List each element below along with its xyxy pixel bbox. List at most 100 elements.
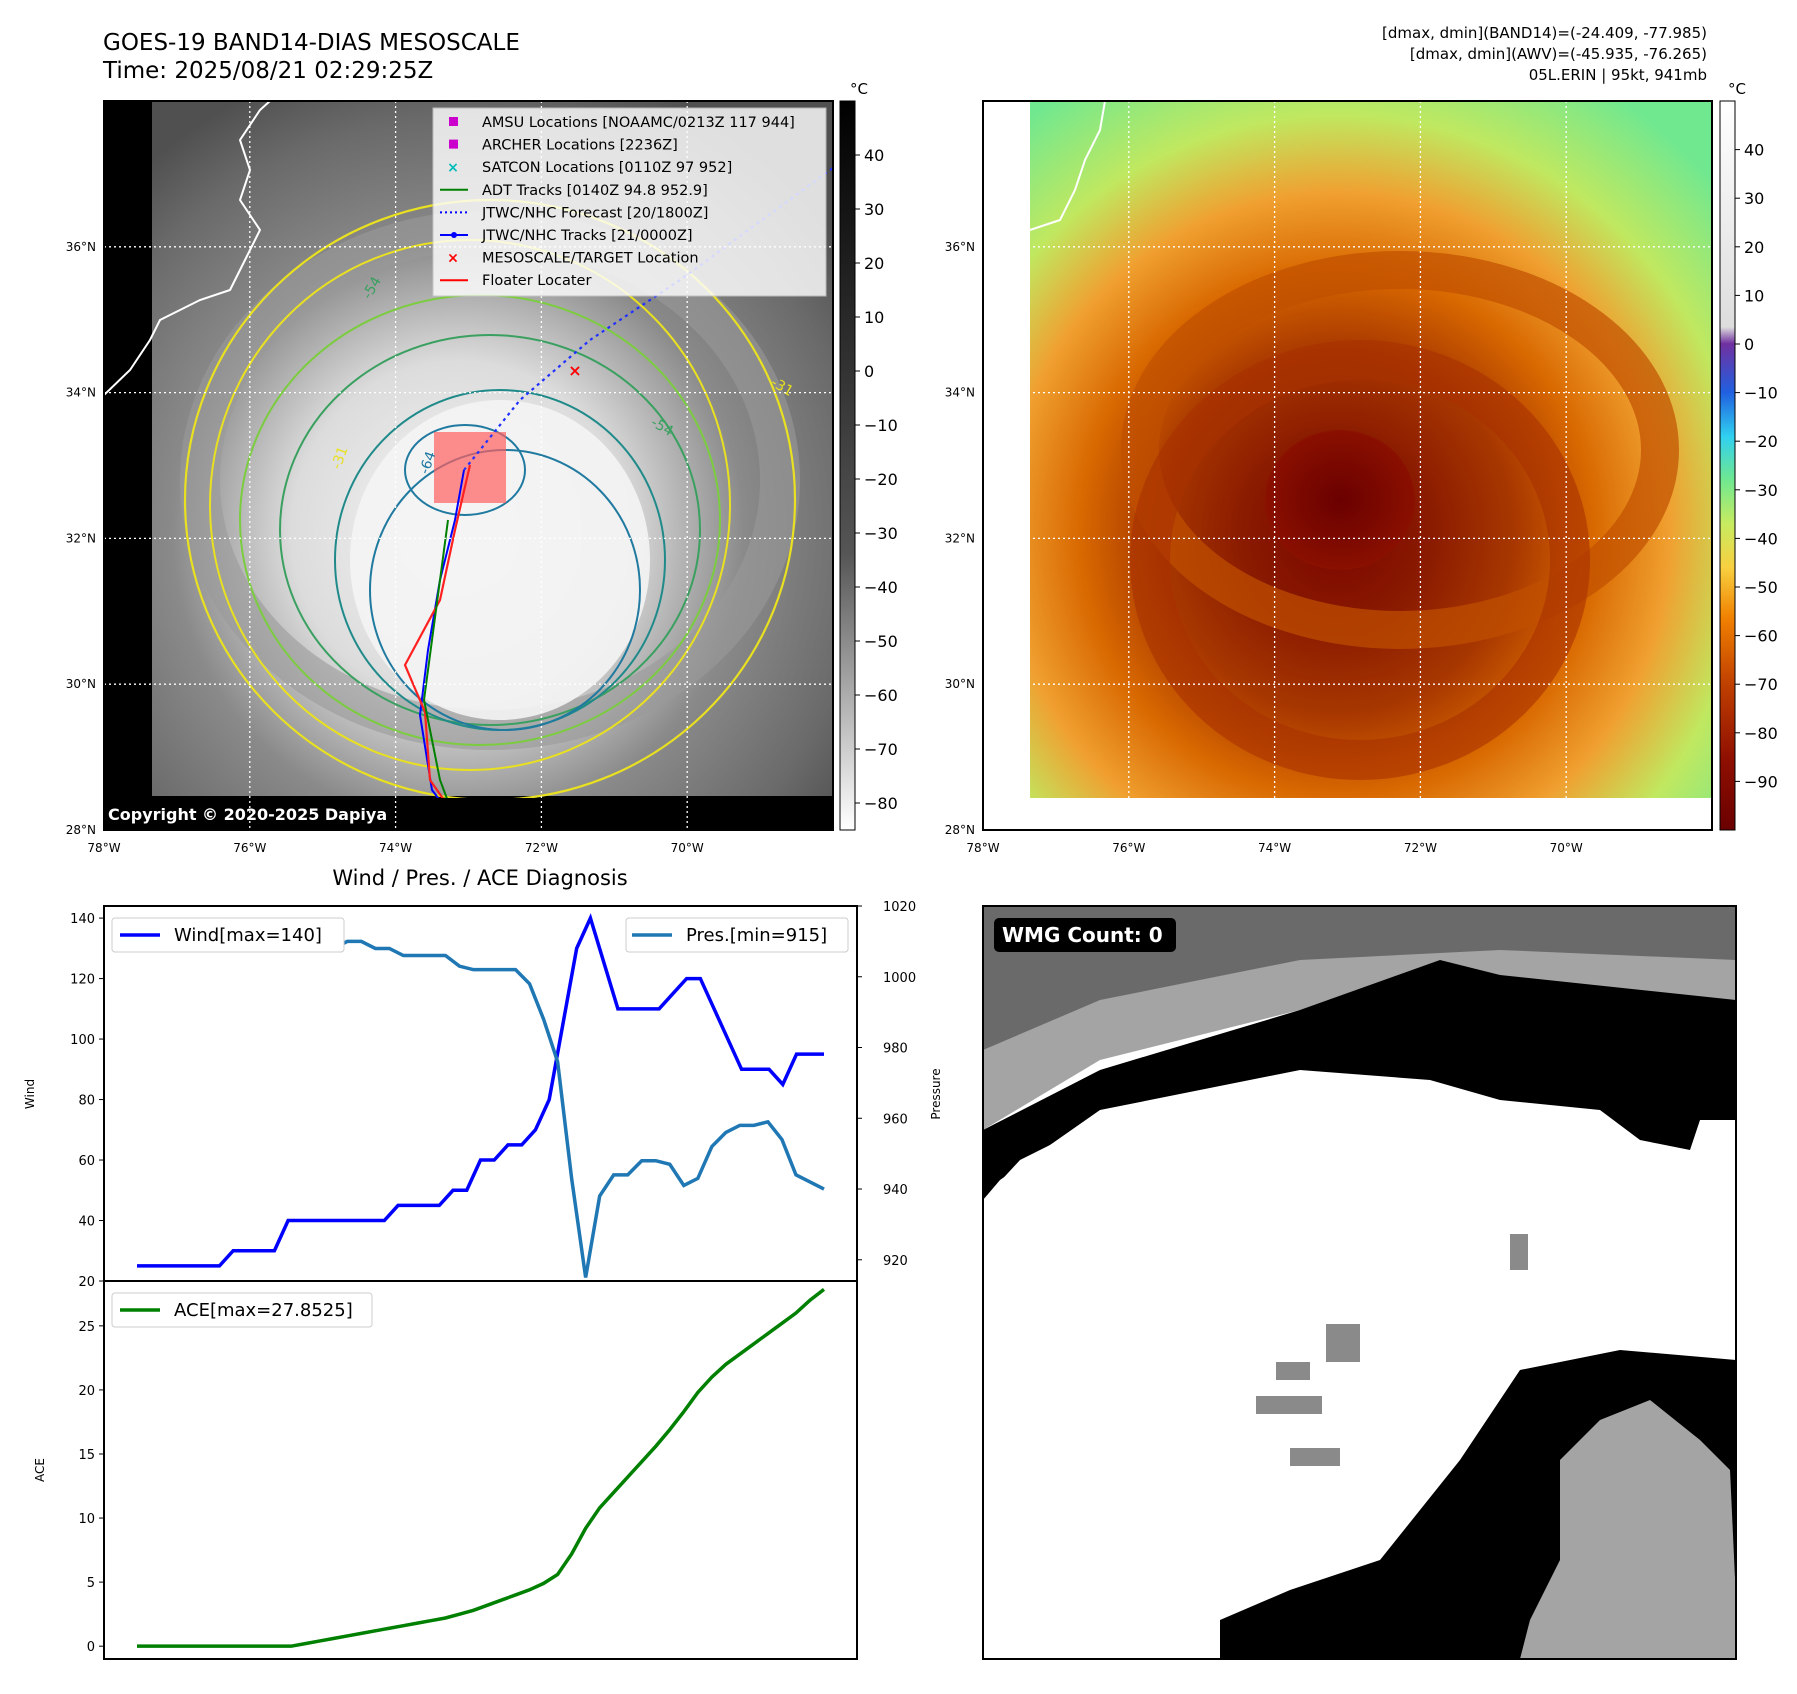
wmg-gray-patch-5 bbox=[1510, 1234, 1528, 1270]
lon-label-left-4: 70°W bbox=[671, 841, 704, 855]
legend-label-1: ARCHER Locations [2236Z] bbox=[482, 138, 678, 154]
wmg-black-band bbox=[983, 960, 1736, 1200]
wmg-gray-patch-4 bbox=[1290, 1448, 1340, 1466]
chart-bottom-frame bbox=[103, 1280, 858, 1660]
lat-label-right-2: 32°N bbox=[945, 531, 975, 545]
lat-label-left-3: 30°N bbox=[66, 677, 96, 691]
title-line-2: Time: 2025/08/21 02:29:25Z bbox=[102, 58, 433, 84]
lon-label-right-1: 76°W bbox=[1112, 841, 1145, 855]
ace-tick-label-2: 10 bbox=[78, 1512, 95, 1527]
chart-title: Wind / Pres. / ACE Diagnosis bbox=[332, 866, 627, 890]
legend-item-5: JTWC/NHC Tracks [21/0000Z] bbox=[440, 228, 693, 244]
pressure-tick-label-3: 980 bbox=[883, 1042, 908, 1057]
colorbar-label-color-2: 20 bbox=[1744, 238, 1764, 257]
info-line-1: [dmax, dmin](BAND14)=(-24.409, -77.985) bbox=[1382, 24, 1707, 42]
colorbar-label-gray-9: −50 bbox=[864, 632, 898, 651]
colorbar-label-gray-0: 40 bbox=[864, 146, 884, 165]
contour-label-3: -64 bbox=[417, 449, 440, 476]
colorbar-label-color-6: −20 bbox=[1744, 432, 1778, 451]
adt-track bbox=[422, 519, 456, 821]
colorbar-label-color-8: −40 bbox=[1744, 529, 1778, 548]
colorbar-label-gray-12: −80 bbox=[864, 794, 898, 813]
ace-legend-label: ACE[max=27.8525] bbox=[174, 1300, 353, 1321]
spiral-band-outer bbox=[1121, 251, 1679, 649]
colorbar-label-gray-5: −10 bbox=[864, 416, 898, 435]
legend-marker-x: × bbox=[447, 160, 459, 176]
wind-line bbox=[137, 913, 824, 1268]
legend-item-2: × SATCON Locations [0110Z 97 952] bbox=[447, 160, 732, 176]
lon-label-right-4: 70°W bbox=[1550, 841, 1583, 855]
legend-label-6: MESOSCALE/TARGET Location bbox=[482, 251, 699, 267]
legend-marker-square bbox=[449, 139, 458, 149]
info-line-3: 05L.ERIN | 95kt, 941mb bbox=[1529, 66, 1707, 84]
legend-label-3: ADT Tracks [0140Z 94.8 952.9] bbox=[482, 183, 708, 199]
title-line-1: GOES-19 BAND14-DIAS MESOSCALE bbox=[103, 30, 520, 56]
pressure-tick-label-0: 920 bbox=[883, 1254, 908, 1269]
colorbar-label-color-11: −70 bbox=[1744, 675, 1778, 694]
colorbar-label-color-12: −80 bbox=[1744, 724, 1778, 743]
lat-label-right-4: 28°N bbox=[945, 823, 975, 837]
lat-labels-left: 36°N 34°N 32°N 30°N 28°N bbox=[66, 240, 96, 837]
legend-marker-dot bbox=[451, 232, 457, 238]
wind-tick-label-4: 100 bbox=[70, 1033, 95, 1048]
ace-tick-label-3: 15 bbox=[78, 1448, 95, 1463]
floater-track bbox=[403, 464, 472, 830]
lon-label-left-0: 78°W bbox=[87, 841, 120, 855]
contour-label-2: -31 bbox=[329, 444, 352, 471]
legend-item-6: × MESOSCALE/TARGET Location bbox=[447, 251, 698, 267]
ace-tick-label-1: 5 bbox=[87, 1576, 95, 1591]
coastline bbox=[104, 101, 271, 396]
cloud-core bbox=[350, 400, 650, 720]
legend-label-7: Floater Locater bbox=[482, 273, 591, 289]
colorbar-gray: °C 40 30 20 10 0 −10 −20 −30 −40 −50 −60 −70 −80 bbox=[839, 80, 898, 831]
pressure-axis-label: Pressure bbox=[929, 1068, 943, 1119]
map-legend: AMSU Locations [NOAAMC/0213Z 117 944] ARC… bbox=[432, 107, 827, 297]
wind-legend-box bbox=[111, 917, 345, 953]
pressure-legend-label: Pres.[min=915] bbox=[686, 925, 827, 946]
ace-tick-label-4: 20 bbox=[78, 1384, 95, 1399]
lat-label-right-0: 36°N bbox=[945, 240, 975, 254]
colorbar-label-color-4: 0 bbox=[1744, 335, 1754, 354]
wind-tick-label-1: 40 bbox=[78, 1215, 95, 1230]
wmg-label: WMG Count: 0 bbox=[1002, 923, 1163, 947]
wind-tick-label-0: 20 bbox=[78, 1275, 95, 1290]
colorbar-label-color-13: −90 bbox=[1744, 772, 1778, 791]
lat-label-right-1: 34°N bbox=[945, 386, 975, 400]
colorbar-label-gray-10: −60 bbox=[864, 686, 898, 705]
lon-labels-right: 78°W 76°W 74°W 72°W 70°W bbox=[966, 841, 1582, 855]
wind-legend-label: Wind[max=140] bbox=[174, 925, 322, 946]
wind-tick-label-2: 60 bbox=[78, 1154, 95, 1169]
lon-label-right-3: 72°W bbox=[1404, 841, 1437, 855]
ace-tick-label-5: 25 bbox=[78, 1320, 95, 1335]
wind-tick-label-3: 80 bbox=[78, 1094, 95, 1109]
colorbar-label-color-3: 10 bbox=[1744, 286, 1764, 305]
contour-green-2 bbox=[279, 334, 701, 726]
lon-label-left-1: 76°W bbox=[233, 841, 266, 855]
colorbar-label-color-10: −60 bbox=[1744, 627, 1778, 646]
ace-line bbox=[137, 1287, 826, 1648]
lat-label-left-2: 32°N bbox=[66, 531, 96, 545]
lat-label-right-3: 30°N bbox=[945, 677, 975, 691]
colorbar-color-bar bbox=[1719, 100, 1736, 831]
wmg-gray-band bbox=[983, 950, 1736, 1130]
wmg-lower-gray bbox=[1520, 1400, 1736, 1659]
copyright-strip bbox=[104, 798, 833, 830]
legend-marker-x: × bbox=[447, 251, 459, 267]
colorbar-label-color-9: −50 bbox=[1744, 578, 1778, 597]
colorbar-label-gray-3: 10 bbox=[864, 308, 884, 327]
legend-item-4: JTWC/NHC Forecast [20/1800Z] bbox=[440, 205, 708, 221]
legend-item-1: ARCHER Locations [2236Z] bbox=[449, 138, 678, 154]
colorbar-color: °C 40 30 20 10 0 −10 −20 −30 −40 −50 −60 −70 −80 −90 bbox=[1719, 80, 1778, 831]
wind-tick-label-6: 140 bbox=[70, 912, 95, 927]
contour-teal-3 bbox=[404, 424, 526, 516]
lat-label-left-4: 28°N bbox=[66, 823, 96, 837]
copyright-text: Copyright © 2020-2025 Dapiya bbox=[108, 805, 387, 824]
wmg-label-box bbox=[994, 918, 1176, 952]
pressure-line bbox=[137, 918, 825, 1278]
ace-axis-label: ACE bbox=[33, 1458, 47, 1482]
target-marker: × bbox=[568, 361, 581, 380]
colorbar-label-gray-4: 0 bbox=[864, 362, 874, 381]
legend-marker-square bbox=[449, 117, 458, 126]
